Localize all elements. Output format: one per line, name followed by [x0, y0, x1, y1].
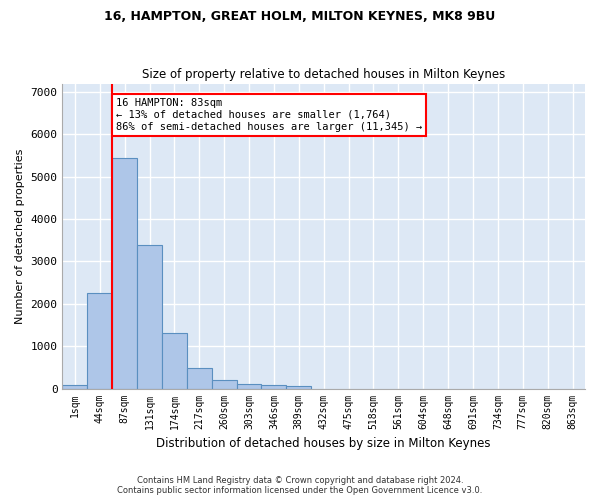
Text: 16 HAMPTON: 83sqm
← 13% of detached houses are smaller (1,764)
86% of semi-detac: 16 HAMPTON: 83sqm ← 13% of detached hous… — [116, 98, 422, 132]
Text: Contains HM Land Registry data © Crown copyright and database right 2024.
Contai: Contains HM Land Registry data © Crown c… — [118, 476, 482, 495]
X-axis label: Distribution of detached houses by size in Milton Keynes: Distribution of detached houses by size … — [157, 437, 491, 450]
Text: 16, HAMPTON, GREAT HOLM, MILTON KEYNES, MK8 9BU: 16, HAMPTON, GREAT HOLM, MILTON KEYNES, … — [104, 10, 496, 23]
Bar — [262, 386, 286, 388]
Bar — [162, 334, 187, 388]
Bar — [236, 384, 262, 388]
Bar — [62, 386, 88, 388]
Bar — [212, 380, 236, 388]
Bar — [137, 244, 162, 388]
Bar — [88, 293, 112, 388]
Y-axis label: Number of detached properties: Number of detached properties — [15, 148, 25, 324]
Title: Size of property relative to detached houses in Milton Keynes: Size of property relative to detached ho… — [142, 68, 505, 81]
Bar — [112, 158, 137, 388]
Bar — [187, 368, 212, 388]
Bar — [286, 386, 311, 388]
